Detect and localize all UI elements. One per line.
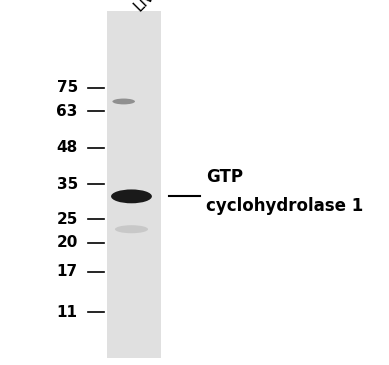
Ellipse shape	[112, 99, 135, 104]
Text: Liver: Liver	[131, 0, 168, 15]
Text: GTP: GTP	[206, 168, 243, 186]
Ellipse shape	[115, 225, 148, 233]
Text: 35: 35	[56, 177, 78, 192]
Ellipse shape	[111, 189, 152, 203]
Text: 20: 20	[56, 235, 78, 250]
Bar	[107, 11, 161, 358]
Text: 48: 48	[56, 140, 78, 155]
Text: 17: 17	[57, 264, 78, 280]
Text: 63: 63	[56, 104, 78, 119]
Text: 25: 25	[56, 211, 78, 227]
Text: cyclohydrolase 1: cyclohydrolase 1	[206, 197, 363, 215]
Text: 11: 11	[57, 304, 78, 320]
Text: 75: 75	[56, 80, 78, 95]
